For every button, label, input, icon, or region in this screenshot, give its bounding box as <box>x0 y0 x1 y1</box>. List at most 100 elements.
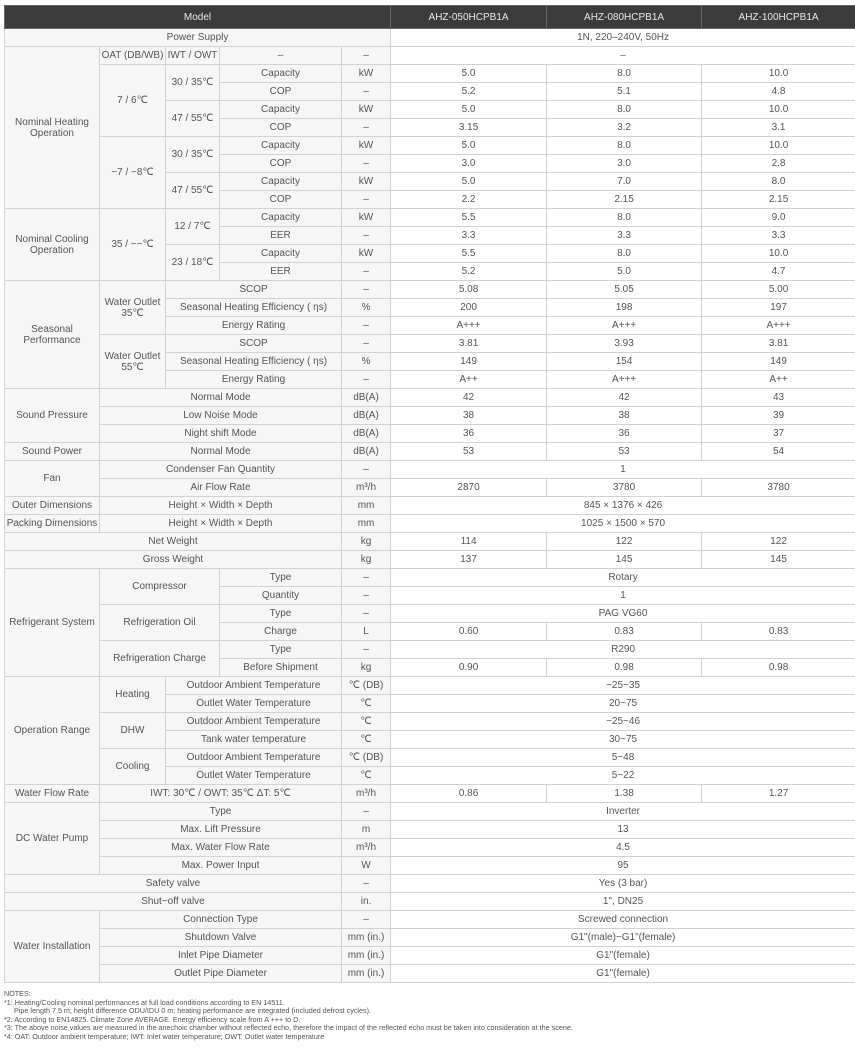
value-cell: 2.15 <box>546 190 703 209</box>
unit-cell: in. <box>340 892 392 911</box>
unit-cell: – <box>340 334 392 353</box>
param-cell: Capacity <box>219 136 342 155</box>
table-row: −7 / −8℃ 30 / 35℃ Capacity kW 5.0 8.0 10.0 <box>5 136 855 209</box>
value-cell: 3780 <box>546 478 703 497</box>
value-cell: 95 <box>390 856 855 875</box>
param-cell: Capacity <box>219 172 342 191</box>
unit-cell: m³/h <box>340 838 392 857</box>
param-cell: IWT: 30℃ / OWT: 35℃ ΔT: 5℃ <box>99 784 342 803</box>
unit-cell: – <box>340 280 392 299</box>
notes: NOTES: *1: Heating/Cooling nominal perfor… <box>4 989 573 1042</box>
iwt-cell: 47 / 55℃ <box>165 172 220 209</box>
param-cell: Seasonal Heating Efficiency ( ηs) <box>165 298 342 317</box>
param-cell: Outlet Water Temperature <box>165 766 342 785</box>
table-row: Outlet Water Temperature ℃ 20~75 <box>5 694 855 713</box>
table-row: Safety valve – Yes (3 bar) <box>4 874 855 893</box>
value-cell: −25~35 <box>390 676 855 695</box>
group-label: Refrigeration Charge <box>99 640 220 677</box>
value-cell: 9.0 <box>701 208 855 227</box>
value-cell: 145 <box>701 550 855 569</box>
value-cell: 53 <box>390 442 548 461</box>
value-cell: G1"(female) <box>390 964 855 983</box>
param-cell: Connection Type <box>99 910 342 929</box>
value-cell: 0.98 <box>701 658 855 677</box>
header-row: Model AHZ-050HCPB1A AHZ-080HCPB1A AHZ-10… <box>3 5 855 29</box>
value-cell: 3.3 <box>546 226 703 245</box>
section-label: Packing Dimensions <box>4 514 100 533</box>
value-cell: 3.93 <box>546 334 703 353</box>
value-cell: 197 <box>701 298 855 317</box>
unit-cell: kW <box>340 172 392 191</box>
param-cell: Low Noise Mode <box>99 406 342 425</box>
value-cell: R290 <box>390 640 855 659</box>
value-cell: 3.0 <box>390 154 548 173</box>
table-row: Fan Condenser Fan Quantity –1 <box>4 460 855 497</box>
group-label: Water Outlet 35℃ <box>99 280 166 335</box>
value-cell: 8.0 <box>546 244 703 263</box>
value-cell: 13 <box>390 820 855 839</box>
value-cell: 3.81 <box>701 334 855 353</box>
param-cell: COP <box>219 190 342 209</box>
table-row: Water Flow Rate IWT: 30℃ / OWT: 35℃ ΔT: 5… <box>4 784 855 803</box>
value-cell: 3780 <box>701 478 855 497</box>
value-cell: Screwed connection <box>390 910 855 929</box>
param-cell: Quantity <box>219 586 342 605</box>
value-cell: 1 <box>390 460 855 479</box>
unit-cell: – <box>340 586 392 605</box>
value-cell: 36 <box>546 424 703 443</box>
value-cell: 39 <box>701 406 855 425</box>
section-label: Fan <box>4 460 100 497</box>
param-cell: Height × Width × Depth <box>99 496 342 515</box>
param-cell: COP <box>219 82 342 101</box>
section-label: Refrigerant System <box>4 568 100 677</box>
value-cell: 38 <box>390 406 548 425</box>
value-cell: 30~75 <box>390 730 855 749</box>
param-cell: Energy Rating <box>165 316 342 335</box>
value-cell: −25~46 <box>390 712 855 731</box>
table-row: Net Weight kg 114 122 122 <box>4 532 855 551</box>
value-cell: G1"(female) <box>390 946 855 965</box>
iwt-cell: 12 / 7℃ <box>165 208 220 245</box>
value-cell: 5.0 <box>390 172 548 191</box>
value-cell: Inverter <box>390 802 855 821</box>
unit-cell: kW <box>340 136 392 155</box>
model-name: AHZ-050HCPB1A <box>390 5 548 29</box>
group-label: DHW <box>99 712 166 749</box>
value-cell: Yes (3 bar) <box>390 874 855 893</box>
value-cell: 4.8 <box>701 82 855 101</box>
value-cell: 2.15 <box>701 190 855 209</box>
value-cell: 1 <box>390 586 855 605</box>
unit-cell: dB(A) <box>340 388 392 407</box>
unit-cell: kg <box>340 658 392 677</box>
unit-cell: % <box>340 352 392 371</box>
value-cell: 54 <box>701 442 855 461</box>
value-cell: 149 <box>701 352 855 371</box>
param-cell: Capacity <box>219 208 342 227</box>
value-cell: 154 <box>546 352 703 371</box>
value-cell: 5.0 <box>390 136 548 155</box>
value-cell: 3.3 <box>390 226 548 245</box>
param-cell: Seasonal Heating Efficiency ( ηs) <box>165 352 342 371</box>
group-label: Water Outlet 55℃ <box>99 334 166 389</box>
value-cell: 5.5 <box>390 208 548 227</box>
param-cell: Outlet Water Temperature <box>165 694 342 713</box>
table-row: DHW Outdoor Ambient Temperature ℃ −25~46 <box>5 712 855 749</box>
oat-cell: −7 / −8℃ <box>99 136 166 209</box>
section-label: DC Water Pump <box>4 802 100 875</box>
section-label: Safety valve <box>4 874 342 893</box>
table-row: Water Outlet 55℃ SCOP –3.81 3.93 3.81 <box>5 334 855 389</box>
unit-cell: mm (in.) <box>340 964 392 983</box>
value-cell: 5.2 <box>390 82 548 101</box>
value-cell: A++ <box>390 370 548 389</box>
param-cell: EER <box>219 262 342 281</box>
value-cell: 3.1 <box>701 118 855 137</box>
table-row: Sound Power Normal Mode dB(A) 53 53 54 <box>4 442 855 461</box>
value-cell: 38 <box>546 406 703 425</box>
value-cell: – <box>390 46 855 65</box>
unit-cell: dB(A) <box>340 406 392 425</box>
iwt-cell: 47 / 55℃ <box>165 100 220 137</box>
unit-cell: dB(A) <box>340 424 392 443</box>
param-cell: Energy Rating <box>165 370 342 389</box>
unit-cell: L <box>340 622 392 641</box>
power-supply-label: Power Supply <box>3 28 392 47</box>
